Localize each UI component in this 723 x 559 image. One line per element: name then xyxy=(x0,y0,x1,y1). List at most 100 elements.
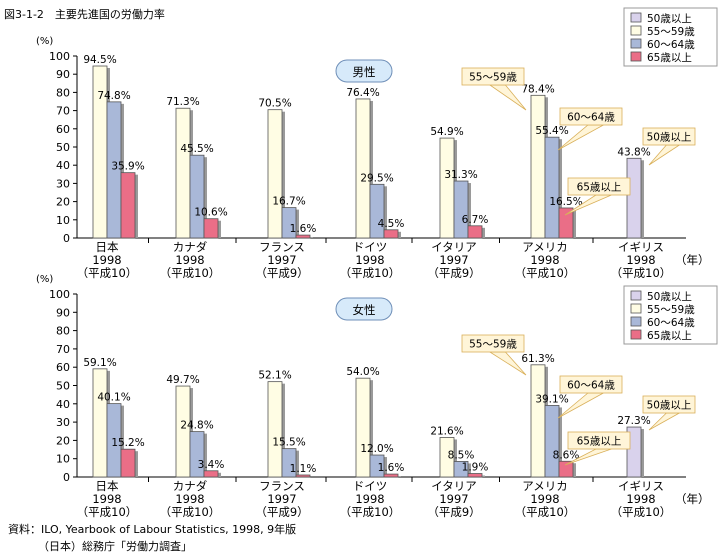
category-year: 1998 xyxy=(92,492,121,506)
legend-label: 55～59歳 xyxy=(647,304,695,316)
gender-badge xyxy=(335,297,393,321)
callout-box xyxy=(642,127,696,146)
category-year: 1997 xyxy=(439,253,468,267)
y-tick-label: 0 xyxy=(63,471,70,484)
bar-value-label: 8.5% xyxy=(448,449,475,461)
callout-pointer xyxy=(648,412,681,431)
callout-label: 65歳以上 xyxy=(577,182,622,194)
bar-フランス-55～59歳 xyxy=(267,109,283,239)
bar-value-label: 16.5% xyxy=(549,196,582,208)
category-era: （平成10） xyxy=(160,505,221,519)
y-tick-label: 70 xyxy=(56,105,70,118)
bar-value-label: 74.8% xyxy=(97,90,130,102)
bar-value-label: 31.3% xyxy=(444,169,477,181)
category-label: アメリカ xyxy=(522,240,567,254)
callout-box xyxy=(642,395,696,414)
bar-フランス-60～64歳 xyxy=(281,207,297,239)
legend-label: 55～59歳 xyxy=(647,26,695,38)
category-year: 1998 xyxy=(92,253,121,267)
y-tick-label: 40 xyxy=(56,159,70,172)
bar-アメリカ-60～64歳 xyxy=(544,405,560,478)
category-era: （平成9） xyxy=(427,505,480,519)
bar-value-label: 15.5% xyxy=(272,437,305,449)
category-label: イギリス xyxy=(618,479,664,493)
bar-カナダ-65歳以上 xyxy=(203,470,219,478)
y-tick-label: 90 xyxy=(56,306,70,319)
legend-label: 60～64歳 xyxy=(647,317,695,329)
category-era: （平成9） xyxy=(255,505,308,519)
bar-value-label: 16.7% xyxy=(272,196,305,208)
y-tick-label: 0 xyxy=(63,232,70,245)
category-year: 1998 xyxy=(626,492,655,506)
bar-ドイツ-55～59歳 xyxy=(355,377,371,478)
bar-value-label: 27.3% xyxy=(617,415,650,427)
y-tick-label: 30 xyxy=(56,416,70,429)
source-line-1: 資料：ILO, Yearbook of Labour Statistics, 1… xyxy=(8,523,297,536)
category-era: （平成9） xyxy=(255,266,308,280)
bar-フランス-60～64歳 xyxy=(281,448,297,478)
bar-value-label: 10.6% xyxy=(194,207,227,219)
y-tick-label: 100 xyxy=(49,50,70,63)
category-label: 日本 xyxy=(96,240,119,254)
y-axis-unit: (%) xyxy=(36,36,53,47)
callout-label: 60～64歳 xyxy=(567,112,615,124)
y-tick-label: 20 xyxy=(56,196,70,209)
bar-アメリカ-55～59歳 xyxy=(530,94,546,239)
bar-イタリア-65歳以上 xyxy=(467,225,483,239)
bar-アメリカ-60～64歳 xyxy=(544,136,560,239)
bar-イタリア-60～64歳 xyxy=(453,180,469,239)
bar-イタリア-65歳以上 xyxy=(467,473,483,478)
bar-日本-60～64歳 xyxy=(106,403,122,478)
bar-フランス-55～59歳 xyxy=(267,381,283,478)
y-tick-label: 10 xyxy=(56,453,70,466)
bar-日本-65歳以上 xyxy=(120,448,136,478)
category-year: 1997 xyxy=(267,253,296,267)
callout-label: 50歳以上 xyxy=(647,400,692,412)
bar-日本-55～59歳 xyxy=(92,368,108,478)
category-year: 1998 xyxy=(175,492,204,506)
category-year: 1998 xyxy=(530,253,559,267)
legend-swatch xyxy=(630,38,642,49)
bar-フランス-65歳以上 xyxy=(295,234,311,239)
bar-日本-65歳以上 xyxy=(120,172,136,239)
bar-イタリア-55～59歳 xyxy=(439,137,455,239)
category-label: フランス xyxy=(259,240,305,254)
bar-value-label: 1.9% xyxy=(462,462,489,474)
legend-label: 50歳以上 xyxy=(647,291,692,303)
bar-value-label: 4.5% xyxy=(378,218,405,230)
category-era: （平成10） xyxy=(340,266,401,280)
bar-value-label: 55.4% xyxy=(535,125,568,137)
bar-アメリカ-65歳以上 xyxy=(558,207,574,239)
category-era: （平成10） xyxy=(515,266,576,280)
callout-box xyxy=(461,67,525,86)
callout-label: 65歳以上 xyxy=(577,436,622,448)
legend-swatch xyxy=(630,25,642,36)
y-tick-label: 30 xyxy=(56,177,70,190)
bar-アメリカ-55～59歳 xyxy=(530,364,546,478)
bar-value-label: 1.6% xyxy=(290,223,317,235)
bar-value-label: 70.5% xyxy=(258,98,291,110)
bar-value-label: 39.1% xyxy=(535,393,568,405)
bar-value-label: 61.3% xyxy=(521,353,554,365)
y-tick-label: 70 xyxy=(56,343,70,356)
bar-value-label: 3.4% xyxy=(198,459,225,471)
bar-value-label: 43.8% xyxy=(617,146,650,158)
bar-カナダ-60～64歳 xyxy=(189,431,205,478)
bar-アメリカ-65歳以上 xyxy=(558,460,574,478)
bar-カナダ-60～64歳 xyxy=(189,154,205,239)
legend-label: 65歳以上 xyxy=(647,52,692,64)
callout-box xyxy=(567,431,631,450)
bar-ドイツ-55～59歳 xyxy=(355,98,371,239)
legend-label: 50歳以上 xyxy=(647,13,692,25)
bar-value-label: 1.1% xyxy=(290,463,317,475)
bar-value-label: 78.4% xyxy=(521,83,554,95)
callout-box xyxy=(559,107,623,126)
bar-イタリア-60～64歳 xyxy=(453,461,469,478)
category-label: イギリス xyxy=(618,240,664,254)
gender-badge xyxy=(335,59,393,83)
y-tick-label: 60 xyxy=(56,123,70,136)
bar-value-label: 59.1% xyxy=(83,357,116,369)
